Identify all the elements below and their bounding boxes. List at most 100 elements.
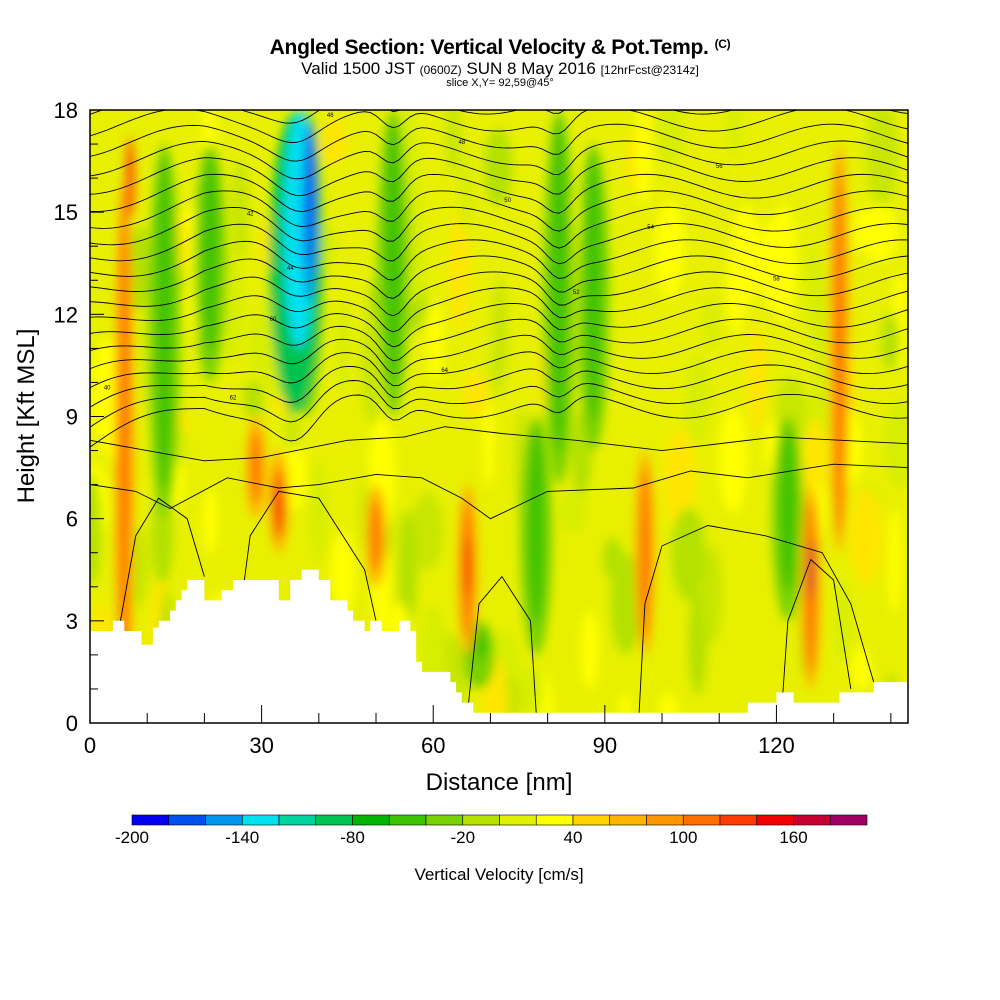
- theta-contour: [90, 123, 908, 162]
- contour-label: 44: [287, 266, 294, 272]
- x-axis-title: Distance [nm]: [426, 769, 573, 796]
- updraft-max: [464, 536, 471, 597]
- downdraft-core: [385, 120, 402, 387]
- updraft-core: [639, 465, 650, 640]
- colorbar-swatch: [168, 814, 206, 826]
- field-patch: [849, 488, 884, 585]
- field-patch: [483, 128, 513, 207]
- field-patch: [851, 646, 872, 690]
- theta-contour: [90, 364, 908, 408]
- contour-label: 64: [441, 368, 448, 374]
- theta-contour: [90, 302, 908, 348]
- field-patch: [685, 354, 711, 446]
- theta-contour: [90, 110, 908, 124]
- contour-label: 50: [504, 198, 511, 204]
- field-patch: [321, 116, 348, 166]
- contour-label: 58: [773, 276, 780, 282]
- contour-label: 60: [270, 317, 277, 323]
- field-patch: [202, 488, 218, 555]
- colorbar: -200 -140 -80 -20 40 100 160: [115, 814, 868, 847]
- colorbar-swatch: [425, 814, 464, 826]
- x-tick-label: 30: [249, 733, 273, 758]
- field-patch: [128, 225, 152, 312]
- chart-subtitle: Valid 1500 JST (0600Z) SUN 8 May 2016 [1…: [0, 59, 1000, 79]
- downdraft-core: [156, 154, 173, 489]
- field-patch: [688, 589, 708, 695]
- theta-contour: [90, 379, 908, 428]
- downdraft-core: [551, 119, 568, 455]
- field-patch: [580, 610, 599, 690]
- colorbar-tick-label: 100: [669, 828, 697, 847]
- y-tick-label: 15: [54, 200, 78, 225]
- field-patch: [309, 460, 328, 563]
- colorbar-tick-label: 40: [564, 828, 583, 847]
- theta-contour: [90, 140, 908, 180]
- field-patch: [492, 276, 508, 395]
- field-patch: [330, 530, 355, 618]
- x-tick-label: 90: [593, 733, 617, 758]
- contour-label: 56: [716, 164, 723, 170]
- colorbar-swatch: [315, 814, 353, 826]
- field-patch: [445, 110, 462, 175]
- field-patch: [730, 205, 762, 305]
- colorbar-tick-label: 160: [779, 828, 807, 847]
- y-tick-label: 6: [66, 507, 78, 532]
- colorbar-swatch: [719, 814, 758, 826]
- field-patch: [758, 220, 788, 310]
- y-axis: 0 3 6 9 12 15 18: [54, 98, 104, 736]
- downdraft-core: [528, 426, 545, 625]
- colorbar-swatch: [609, 814, 647, 826]
- theta-contour: [90, 206, 908, 249]
- theta-contour: [90, 334, 908, 375]
- field-patch: [663, 429, 697, 531]
- field-patch: [654, 200, 685, 299]
- field-patch: [249, 310, 265, 375]
- y-tick-label: 9: [66, 405, 78, 430]
- strong-downdraft-core: [307, 125, 316, 266]
- colorbar-swatch: [352, 814, 390, 826]
- updraft-max: [126, 138, 135, 219]
- colorbar-swatch: [682, 814, 721, 826]
- theta-contour: [467, 575, 537, 713]
- colorbar-swatch: [278, 814, 317, 826]
- field-patch: [635, 110, 652, 206]
- theta-contour: [90, 239, 908, 281]
- downdraft-core: [779, 426, 796, 591]
- colorbar-swatch: [205, 814, 243, 826]
- colorbar-swatch: [499, 814, 537, 826]
- valid-date: SUN 8 May 2016: [466, 59, 596, 78]
- downdraft-core: [202, 154, 219, 353]
- field-patch: [863, 205, 898, 262]
- contour-label: 40: [104, 385, 111, 391]
- field-patch: [610, 553, 642, 655]
- field-patch: [726, 110, 742, 155]
- field-patch: [411, 492, 444, 571]
- theta-contour: [90, 56, 908, 83]
- theta-contour: [90, 318, 908, 362]
- field-patch: [482, 396, 495, 488]
- y-tick-label: 3: [66, 609, 78, 634]
- updraft-core: [250, 431, 261, 504]
- field-patch: [559, 489, 587, 534]
- theta-contour: [90, 255, 908, 299]
- colorbar-swatch: [829, 814, 868, 826]
- downdraft-core: [585, 154, 602, 421]
- contour-label: 52: [573, 290, 580, 296]
- theta-contour: [90, 271, 908, 317]
- field-patch: [459, 151, 474, 233]
- field-patch: [230, 158, 250, 258]
- field-patch: [887, 507, 902, 615]
- field-patch: [520, 665, 544, 716]
- field-patch: [656, 110, 684, 167]
- terrain-mask: [90, 569, 908, 723]
- potential-temperature-contours: 40 42 44 46 48 50 52 54 56 58 60 62 64: [90, 56, 908, 713]
- colorbar-swatch: [535, 814, 574, 826]
- theta-contour: [90, 426, 908, 462]
- colorbar-swatch: [756, 814, 794, 826]
- field-patch: [286, 403, 300, 451]
- colorbar-swatch: [241, 814, 280, 826]
- updraft-max: [274, 478, 283, 539]
- theta-contour: [90, 349, 908, 389]
- colorbar-swatch: [646, 814, 684, 826]
